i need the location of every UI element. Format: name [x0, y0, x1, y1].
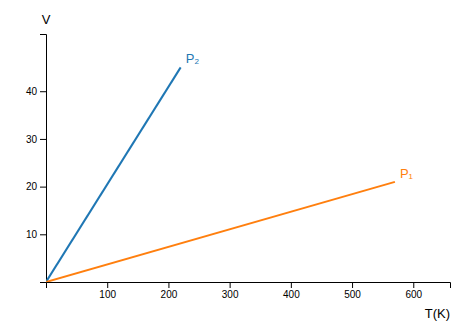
- tick-mark: [413, 282, 414, 288]
- tick: 600: [405, 282, 422, 300]
- chart-container: 100 200 300 400 500 600 10 20 30 40 P₂ P₁ T(K) V: [0, 0, 474, 328]
- plot: 100 200 300 400 500 600 10 20 30 40 P₂ P₁: [26, 35, 451, 301]
- y-axis: 10 20 30 40: [26, 35, 47, 283]
- chart-svg: 100 200 300 400 500 600 10 20 30 40 P₂ P₁ T(K) V: [0, 0, 474, 328]
- tick: 300: [222, 282, 239, 300]
- line-label: P₂: [186, 51, 200, 66]
- tick-label: 500: [344, 289, 361, 300]
- tick-mark: [40, 234, 46, 235]
- tick-mark: [107, 282, 108, 288]
- axis-line: [47, 283, 451, 289]
- tick: 500: [344, 282, 361, 300]
- tick-label: 40: [26, 86, 38, 97]
- tick: 20: [26, 181, 46, 192]
- tick-mark: [168, 282, 169, 288]
- line-labels: P₂ P₁: [186, 51, 414, 180]
- tick-label: 20: [26, 181, 38, 192]
- tick: 400: [283, 282, 300, 300]
- x-axis-label: T(K): [425, 306, 450, 321]
- tick-label: 400: [283, 289, 300, 300]
- tick-label: 200: [161, 289, 178, 300]
- tick-label: 100: [99, 289, 116, 300]
- line-label: P₁: [400, 166, 414, 181]
- lines: [46, 67, 395, 282]
- tick-mark: [40, 187, 46, 188]
- tick: 40: [26, 86, 46, 97]
- tick-label: 600: [405, 289, 422, 300]
- tick: 100: [99, 282, 116, 300]
- tick: 30: [26, 134, 46, 145]
- tick-label: 10: [26, 229, 38, 240]
- line: [46, 182, 395, 282]
- tick-mark: [40, 139, 46, 140]
- tick-mark: [291, 282, 292, 288]
- tick-mark: [40, 91, 46, 92]
- axis-line: [40, 35, 47, 283]
- tick-label: 300: [222, 289, 239, 300]
- x-axis: 100 200 300 400 500 600: [47, 282, 451, 300]
- tick: 10: [26, 229, 46, 240]
- tick-label: 30: [26, 134, 38, 145]
- tick-mark: [352, 282, 353, 288]
- y-axis-label: V: [42, 12, 51, 27]
- tick: 200: [161, 282, 178, 300]
- tick-mark: [230, 282, 231, 288]
